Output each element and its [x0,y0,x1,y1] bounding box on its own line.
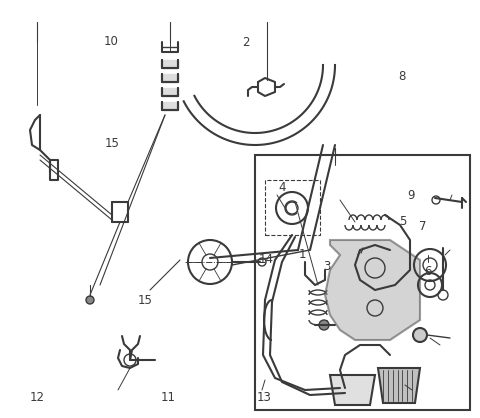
Text: 7: 7 [419,220,426,234]
Circle shape [413,328,427,342]
Text: 15: 15 [105,137,119,150]
Polygon shape [325,240,420,340]
Text: 2: 2 [242,36,250,49]
Polygon shape [330,375,375,405]
Circle shape [319,320,329,330]
Circle shape [86,296,94,304]
Polygon shape [162,102,178,110]
Bar [265,180,320,235]
Polygon shape [162,88,178,96]
Text: 10: 10 [104,35,119,48]
Text: 11: 11 [160,391,176,405]
Text: 12: 12 [30,391,45,405]
Polygon shape [162,60,178,68]
Text: 8: 8 [398,69,406,83]
Text: 13: 13 [257,391,271,405]
Text: 14: 14 [259,253,274,267]
Bar [255,155,470,410]
Text: 6: 6 [424,265,432,278]
Text: 15: 15 [138,293,153,306]
Text: 4: 4 [278,181,286,194]
Polygon shape [162,74,178,82]
Text: 9: 9 [408,189,415,202]
Text: 3: 3 [323,260,330,273]
Text: 5: 5 [399,215,407,228]
Text: 1: 1 [299,247,306,261]
Polygon shape [378,368,420,403]
